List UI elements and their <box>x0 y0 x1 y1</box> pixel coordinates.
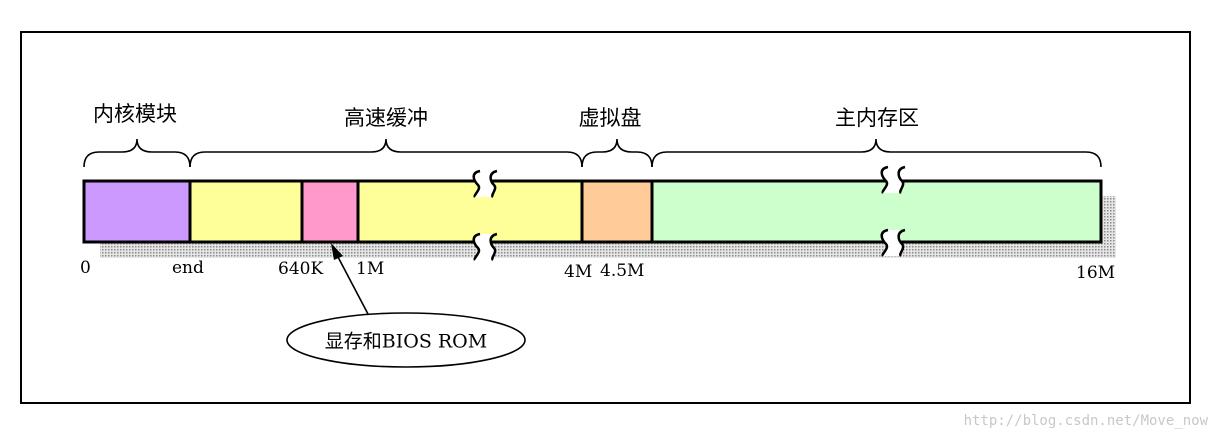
brace-ramdisk <box>581 138 653 168</box>
break-mark-buffer-top <box>472 169 498 199</box>
brace-main-memory <box>651 138 1102 168</box>
diagram-frame <box>20 31 1191 404</box>
segment-main-memory <box>650 179 1103 244</box>
break-mark-main-top <box>880 165 906 195</box>
address-4m: 4M <box>564 262 593 282</box>
address-1m: 1M <box>356 259 385 279</box>
segment-buffer-low <box>188 179 304 244</box>
brace-kernel <box>83 138 191 168</box>
label-ramdisk: 虚拟盘 <box>578 106 642 130</box>
address-end: end <box>172 258 204 278</box>
label-main-memory: 主内存区 <box>835 106 919 130</box>
break-mark-buffer-bottom <box>472 232 498 262</box>
label-buffer-cache: 高速缓冲 <box>344 106 428 130</box>
watermark: http://blog.csdn.net/Move_now <box>963 413 1208 429</box>
callout-ellipse <box>286 312 526 368</box>
segment-buffer-high <box>356 179 584 244</box>
address-16m: 16M <box>1076 263 1116 283</box>
address-4-5m: 4.5M <box>600 261 645 281</box>
callout-arrow-head <box>331 243 343 260</box>
address-0: 0 <box>80 258 91 278</box>
callout-arrow-line <box>337 256 369 315</box>
break-mark-main-bottom <box>880 228 906 258</box>
segment-video-bios <box>300 179 360 244</box>
label-kernel-module: 内核模块 <box>93 102 177 126</box>
segment-ramdisk <box>580 179 654 244</box>
callout-video-bios-rom: 显存和BIOS ROM <box>324 330 488 353</box>
address-640k: 640K <box>278 259 324 279</box>
segment-kernel <box>82 179 192 244</box>
brace-buffer <box>189 138 583 168</box>
